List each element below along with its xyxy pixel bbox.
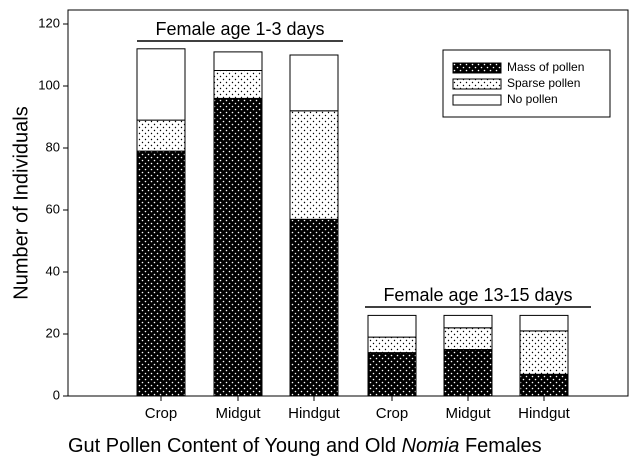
x-tick-label: Midgut	[445, 405, 491, 422]
y-axis-label: Number of Individuals	[10, 106, 32, 299]
bar-segment	[213, 97, 263, 397]
bar-segment	[367, 336, 417, 354]
legend-label: No pollen	[507, 92, 558, 106]
bar-segment	[367, 352, 417, 397]
x-tick-label: Hindgut	[518, 405, 571, 422]
y-tick-label: 60	[46, 201, 60, 216]
x-label-part: Females	[459, 435, 541, 457]
bar-segment	[519, 314, 569, 332]
bar-segment	[289, 218, 339, 397]
x-label-part: Nomia	[402, 435, 460, 457]
annotation: Female age 13-15 days	[383, 285, 572, 305]
y-tick-label: 100	[38, 77, 60, 92]
y-tick-label: 120	[38, 15, 60, 30]
legend-swatch	[452, 78, 502, 90]
annotation: Female age 1-3 days	[155, 19, 324, 39]
bar-segment	[289, 54, 339, 112]
x-label-part: Gut Pollen Content of Young and Old	[68, 435, 402, 457]
x-tick-label: Hindgut	[288, 405, 341, 422]
bar-segment	[519, 330, 569, 375]
bar-segment	[136, 150, 186, 397]
legend-swatch	[452, 94, 502, 106]
y-tick-label: 40	[46, 263, 60, 278]
legend-label: Mass of pollen	[507, 60, 584, 74]
plot-frame	[67, 9, 629, 397]
legend-label: Sparse pollen	[507, 76, 580, 90]
x-tick-label: Crop	[145, 405, 178, 422]
bar-segment	[213, 51, 263, 72]
x-tick-label: Crop	[376, 405, 409, 422]
bar-segment	[213, 70, 263, 99]
bar-segment	[443, 327, 493, 350]
x-tick-label: Midgut	[215, 405, 261, 422]
bar-segment	[136, 48, 186, 121]
bar-segment	[136, 119, 186, 152]
bar-segment	[443, 349, 493, 397]
bar-segment	[443, 314, 493, 329]
y-tick-label: 80	[46, 139, 60, 154]
x-axis-label: Gut Pollen Content of Young and Old Nomi…	[68, 435, 542, 457]
legend-swatch	[452, 62, 502, 74]
bar-segment	[289, 110, 339, 220]
y-tick-label: 20	[46, 325, 60, 340]
bar-segment	[367, 314, 417, 338]
y-tick-label: 0	[53, 387, 60, 402]
bar-segment	[519, 373, 569, 397]
